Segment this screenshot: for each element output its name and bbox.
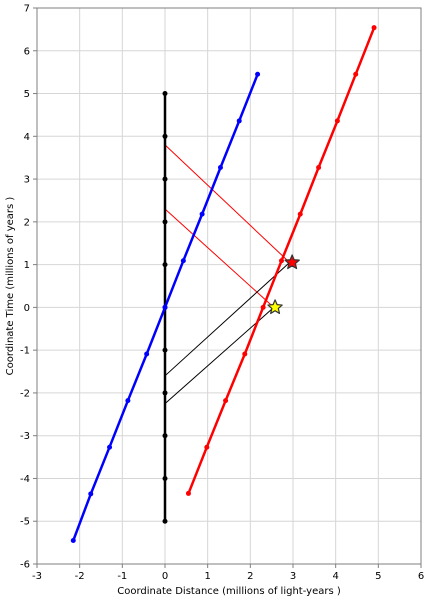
data-point <box>162 219 168 225</box>
data-point <box>316 165 322 171</box>
worldline-series <box>185 25 377 496</box>
x-tick-label: 6 <box>418 571 424 582</box>
data-point <box>144 351 150 357</box>
x-axis-label: Coordinate Distance (millions of light-y… <box>117 586 341 597</box>
y-tick-label: 7 <box>24 4 30 15</box>
x-tick-label: 4 <box>332 571 338 582</box>
data-point <box>334 118 340 124</box>
x-tick-label: 5 <box>375 571 381 582</box>
data-point <box>162 518 168 524</box>
x-tick-label: 1 <box>204 571 210 582</box>
y-tick-label: -6 <box>20 560 30 571</box>
data-point <box>185 490 191 496</box>
y-tick-label: 2 <box>24 217 30 228</box>
data-point <box>70 537 76 543</box>
y-tick-label: 5 <box>24 89 30 100</box>
data-point <box>162 390 168 396</box>
event-star-icon <box>284 254 300 270</box>
data-point <box>223 398 229 404</box>
worldlines <box>70 25 377 543</box>
y-tick-label: 6 <box>24 46 30 57</box>
data-point <box>162 176 168 182</box>
grid <box>36 7 422 565</box>
light-signal-line <box>164 208 275 308</box>
x-tick-label: -2 <box>75 571 85 582</box>
y-axis-label: Coordinate Time (millions of years ) <box>5 197 16 376</box>
data-point <box>162 347 168 353</box>
data-point <box>162 262 168 268</box>
data-point <box>242 351 248 357</box>
data-point <box>162 475 168 481</box>
y-axis-ticks: -6 -5 -4 -3 -2 -1 0 1 2 3 4 5 6 7 <box>20 4 37 571</box>
data-point <box>162 433 168 439</box>
y-tick-label: -5 <box>20 517 30 528</box>
y-tick-label: 3 <box>24 175 30 186</box>
events <box>267 254 300 315</box>
data-point <box>107 444 113 450</box>
plot-frame <box>36 7 422 565</box>
data-point <box>255 71 261 77</box>
data-point <box>371 25 377 31</box>
data-point <box>353 71 359 77</box>
y-tick-label: 1 <box>24 260 30 271</box>
event-star-icon <box>267 299 283 315</box>
light-signals <box>164 144 290 404</box>
data-point <box>180 258 186 264</box>
y-tick-label: -2 <box>20 388 30 399</box>
y-tick-label: -3 <box>20 431 30 442</box>
x-tick-label: -3 <box>32 571 42 582</box>
x-tick-label: -1 <box>117 571 127 582</box>
y-tick-label: 0 <box>24 303 30 314</box>
x-axis-ticks: -3 -2 -1 0 1 2 3 4 5 6 <box>32 564 424 582</box>
data-point <box>88 491 94 497</box>
x-tick-label: 3 <box>290 571 296 582</box>
data-point <box>125 398 131 404</box>
y-tick-label: 4 <box>24 132 30 143</box>
data-point <box>162 91 168 97</box>
data-point <box>260 304 266 310</box>
light-signal-line <box>164 262 290 377</box>
y-tick-label: -1 <box>20 346 30 357</box>
x-tick-label: 0 <box>162 571 168 582</box>
x-tick-label: 2 <box>247 571 253 582</box>
data-point <box>297 211 303 217</box>
data-point <box>162 133 168 139</box>
data-point <box>162 304 168 310</box>
data-point <box>204 444 210 450</box>
light-signal-line <box>164 144 290 263</box>
data-point <box>217 165 223 171</box>
worldline-series <box>70 71 261 543</box>
data-point <box>236 118 242 124</box>
data-point <box>278 258 284 264</box>
data-point <box>199 211 205 217</box>
y-tick-label: -4 <box>20 474 30 485</box>
